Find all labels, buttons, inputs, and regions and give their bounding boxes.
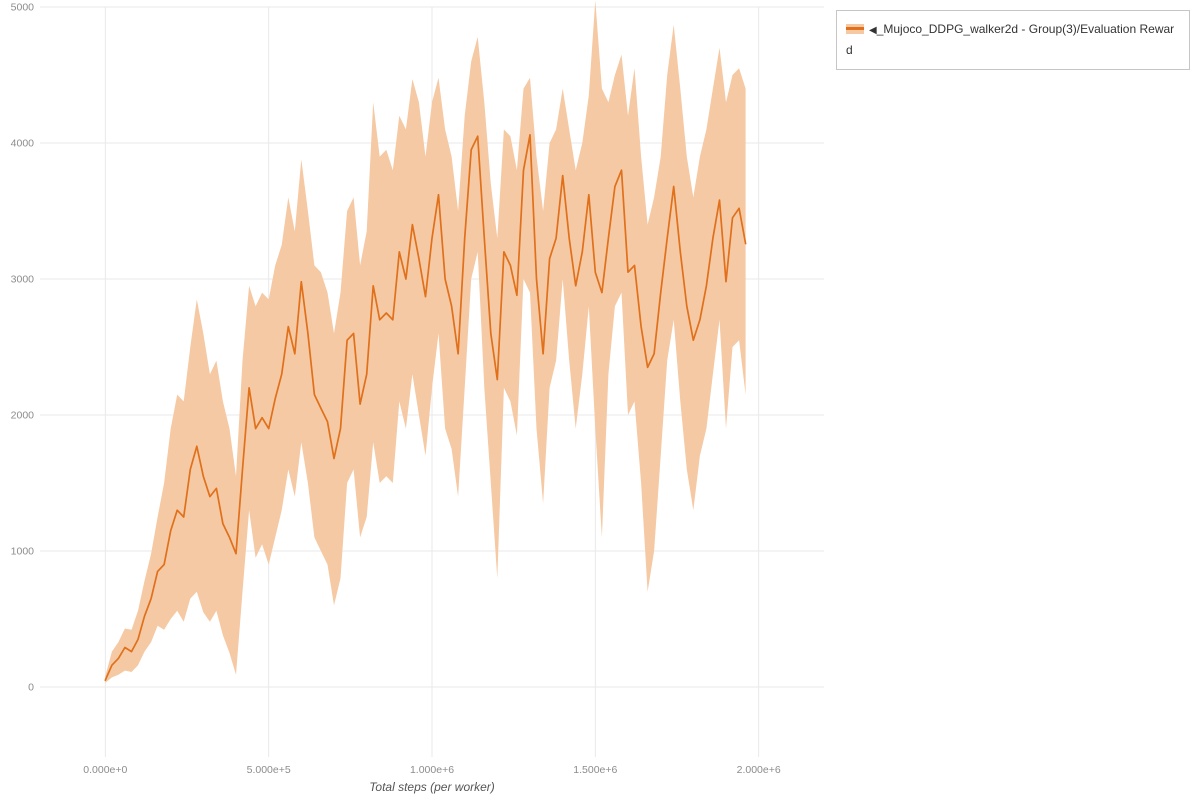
- x-tick-label: 1.500e+6: [573, 764, 617, 776]
- y-tick-label: 5000: [11, 2, 35, 14]
- x-tick-label: 1.000e+6: [410, 764, 454, 776]
- legend-box[interactable]: ◀_Mujoco_DDPG_walker2d - Group(3)/Evalua…: [836, 10, 1190, 70]
- x-tick-label: 0.000e+0: [83, 764, 127, 776]
- mean-line: [104, 133, 747, 682]
- y-tick-label: 4000: [11, 137, 35, 149]
- x-tick-label: 5.000e+5: [247, 764, 291, 776]
- y-tick-label: 0: [28, 681, 34, 693]
- x-tick-label: 2.000e+6: [737, 764, 781, 776]
- legend-collapse-icon[interactable]: ◀: [869, 25, 877, 36]
- x-axis-title: Total steps (per worker): [369, 780, 495, 794]
- confidence-band: [105, 0, 746, 683]
- y-tick-label: 2000: [11, 409, 35, 421]
- reward-chart-canvas[interactable]: 0 1000 2000 3000 4000 5000 0.000e+0 5.000e+5 1.0…: [0, 0, 836, 800]
- legend-series-label[interactable]: _Mujoco_DDPG_walker2d - Group(3)/Evaluat…: [846, 22, 1175, 57]
- y-tick-label: 1000: [11, 545, 35, 557]
- y-tick-label: 3000: [11, 273, 35, 285]
- legend-series-swatch-icon: [846, 24, 864, 34]
